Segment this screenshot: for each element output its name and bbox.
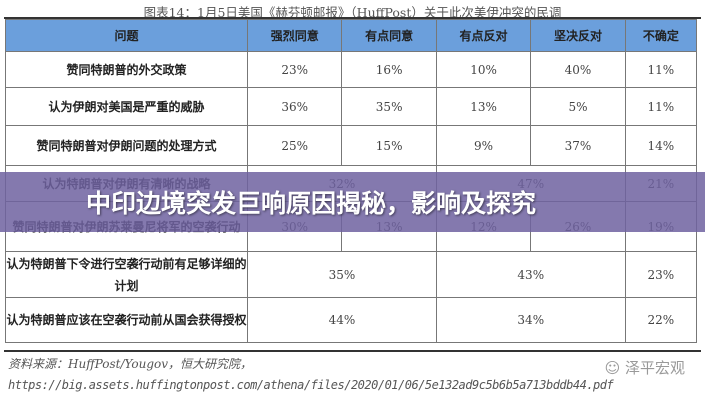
value: 34% [435,297,626,343]
question: 赞同特朗普对伊朗问题的处理方式 [5,125,248,166]
value: 37% [530,125,626,166]
value: 43% [435,251,626,298]
question: 认为特朗普下令进行空袭行动前有足够详细的计划 [5,251,248,298]
value: 11% [624,87,698,126]
value: 44% [247,297,437,343]
value: 9% [435,125,532,166]
header-strongly-agree: 强烈同意 [246,19,343,52]
question: 赞同特朗普的外交政策 [5,51,248,88]
headline-text: 中印边境突发巨响原因揭秘，影响及探究 [86,189,537,218]
value: 14% [624,125,698,166]
value: 23% [624,251,698,298]
header-unsure: 不确定 [624,19,698,52]
header-question: 问题 [5,19,248,52]
value: 15% [341,125,437,166]
source-note: 资料来源：HuffPost/Yougov，恒大研究院， [8,357,253,371]
value: 16% [341,51,437,88]
header-somewhat-agree: 有点同意 [341,19,437,52]
value: 23% [246,51,343,88]
header-row: 问题 强烈同意 有点同意 有点反对 坚决反对 不确定 [5,19,698,52]
question: 认为特朗普应该在空袭行动前从国会获得授权 [5,297,248,343]
table-row: 认为特朗普下令进行空袭行动前有足够详细的计划 35% 43% 23% [5,251,698,298]
header-somewhat-oppose: 有点反对 [435,19,532,52]
value: 40% [530,51,626,88]
value: 13% [435,87,532,126]
bottom-rule [4,350,701,352]
value: 10% [435,51,532,88]
value: 11% [624,51,698,88]
question: 认为伊朗对美国是严重的威胁 [5,87,248,126]
table-row: 赞同特朗普对伊朗问题的处理方式 25% 15% 9% 37% 14% [5,125,698,166]
watermark: ☺ 泽平宏观 [605,357,685,378]
wechat-icon: ☺ [604,359,625,377]
source-url: https://big.assets.huffingtonpost.com/at… [8,378,614,392]
value: 35% [341,87,437,126]
value: 5% [530,87,626,126]
value: 36% [246,87,343,126]
table-row: 认为特朗普应该在空袭行动前从国会获得授权 44% 34% 22% [5,297,698,343]
watermark-text: 泽平宏观 [624,359,685,377]
table-row: 赞同特朗普的外交政策 23% 16% 10% 40% 11% [5,51,698,88]
header-strongly-oppose: 坚决反对 [530,19,626,52]
top-rule [4,17,701,19]
value: 22% [624,297,698,343]
headline-banner: 中印边境突发巨响原因揭秘，影响及探究 [0,172,705,232]
table-row: 认为伊朗对美国是严重的威胁 36% 35% 13% 5% 11% [5,87,698,126]
value: 25% [246,125,343,166]
value: 35% [247,251,437,298]
table-title: 图表14：1月5日美国《赫芬顿邮报》（HuffPost）关于此次美伊冲突的民调 [143,5,562,20]
